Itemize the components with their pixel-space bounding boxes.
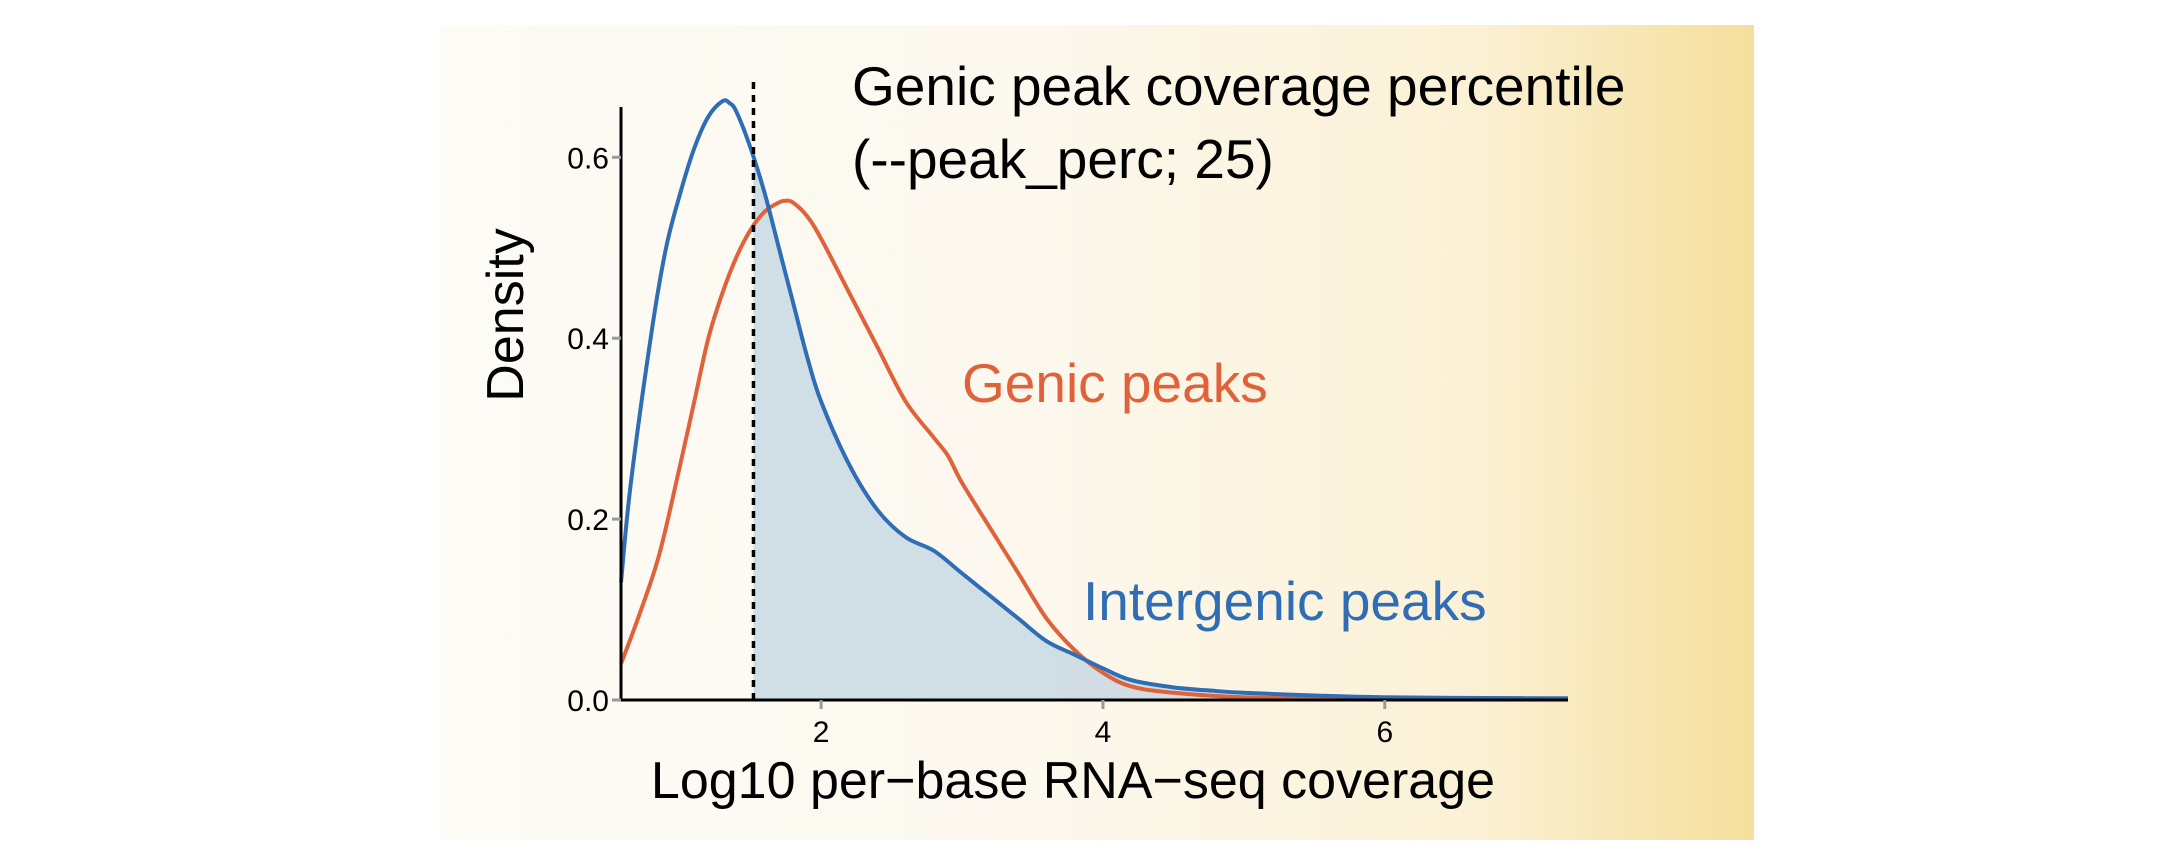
chart-background bbox=[440, 25, 1754, 840]
y-axis-ticks: 0.0 0.2 0.4 0.6 bbox=[567, 142, 621, 718]
y-tick-label: 0.2 bbox=[567, 504, 609, 537]
x-axis-ticks: 2 4 6 bbox=[813, 700, 1393, 749]
x-tick-label: 4 bbox=[1095, 716, 1112, 749]
genic-peaks-series-line bbox=[619, 198, 1569, 702]
x-tick-label: 6 bbox=[1376, 716, 1393, 749]
genic-peaks-label: Genic peaks bbox=[962, 352, 1268, 414]
y-tick-label: 0.4 bbox=[567, 323, 609, 356]
x-axis-title: Log10 per−base RNA−seq coverage bbox=[651, 752, 1495, 810]
intergenic-peaks-series-line bbox=[619, 98, 1569, 701]
intergenic-peaks-label: Intergenic peaks bbox=[1083, 570, 1487, 632]
intergenic-shaded-region bbox=[753, 157, 1568, 701]
y-tick-label: 0.0 bbox=[567, 685, 609, 718]
y-tick-label: 0.6 bbox=[567, 142, 609, 175]
y-axis-title: Density bbox=[477, 228, 535, 401]
plot-area bbox=[619, 82, 1569, 702]
title-line-2: (--peak_perc; 25) bbox=[852, 128, 1274, 190]
x-tick-label: 2 bbox=[813, 716, 830, 749]
title-line-1: Genic peak coverage percentile bbox=[852, 55, 1626, 117]
